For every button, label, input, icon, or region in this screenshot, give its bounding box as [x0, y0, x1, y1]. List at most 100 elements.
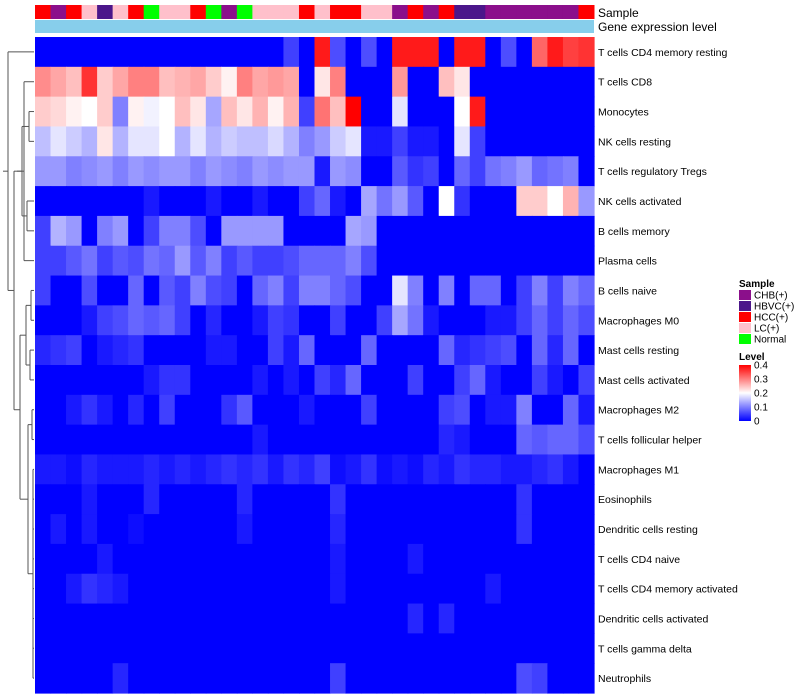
- heatmap-cell: [361, 96, 378, 128]
- heatmap-cell: [205, 573, 222, 605]
- sample-track-cell-9: [174, 5, 191, 19]
- heatmap-cell: [128, 335, 145, 366]
- heatmap-cell: [112, 96, 129, 128]
- row-label-21: Neutrophils: [598, 673, 651, 685]
- heatmap-cell: [35, 454, 52, 485]
- heatmap-cell: [407, 365, 424, 396]
- heatmap-cell: [97, 66, 114, 98]
- heatmap-cell: [578, 514, 595, 545]
- heatmap-cell: [314, 305, 331, 336]
- heatmap-cell: [66, 663, 83, 694]
- legend-label-1: HBVC(+): [754, 302, 794, 313]
- heatmap-cell: [314, 663, 331, 694]
- heatmap-cell: [35, 245, 52, 277]
- heatmap-cell: [35, 424, 52, 456]
- heatmap-cell: [236, 305, 253, 336]
- heatmap-cell: [283, 126, 300, 157]
- heatmap-cell: [485, 514, 502, 545]
- heatmap-cell: [485, 633, 502, 664]
- heatmap-cell: [407, 543, 424, 575]
- heatmap-cell: [143, 514, 160, 545]
- heatmap-cell: [267, 215, 285, 247]
- heatmap-cell: [392, 543, 409, 575]
- heatmap-cell: [361, 37, 378, 68]
- heatmap-cell: [376, 394, 393, 426]
- heatmap-cell: [376, 573, 393, 605]
- heatmap-cell: [469, 66, 486, 98]
- heatmap-cell: [66, 454, 83, 485]
- heatmap-cell: [454, 603, 471, 634]
- heatmap-cell: [50, 156, 67, 187]
- heatmap-cell: [35, 126, 52, 157]
- heatmap-cell: [330, 215, 347, 247]
- heatmap-cell: [159, 275, 176, 306]
- heatmap-cell: [469, 603, 486, 634]
- heatmap-cell: [423, 424, 440, 456]
- heatmap-cells: [35, 37, 595, 694]
- heatmap-cell: [330, 454, 347, 485]
- heatmap-cell: [578, 633, 595, 664]
- heatmap-cell: [252, 394, 269, 426]
- heatmap-cell: [578, 66, 595, 98]
- sample-track-cell-25: [423, 5, 440, 19]
- heatmap-cell: [516, 335, 533, 366]
- heatmap-cell: [159, 633, 176, 664]
- heatmap-cell: [267, 275, 285, 306]
- heatmap-cell: [531, 37, 549, 68]
- heatmap-cell: [562, 245, 580, 277]
- heatmap-cell: [361, 305, 378, 336]
- heatmap-cell: [35, 37, 52, 68]
- heatmap-cell: [314, 156, 331, 187]
- heatmap-cell: [174, 603, 191, 634]
- heatmap-cell: [112, 484, 129, 515]
- heatmap-cell: [392, 454, 409, 485]
- heatmap-cell: [485, 543, 502, 575]
- heatmap-cell: [454, 275, 471, 306]
- heatmap-cell: [283, 633, 300, 664]
- heatmap-cell: [283, 66, 300, 98]
- heatmap-cell: [35, 514, 52, 545]
- heatmap-cell: [485, 424, 502, 456]
- heatmap-cell: [298, 96, 316, 128]
- heatmap-cell: [562, 126, 580, 157]
- heatmap-cell: [531, 573, 549, 605]
- heatmap-cell: [407, 186, 424, 217]
- heatmap-cell: [298, 66, 316, 98]
- heatmap-cell: [143, 365, 160, 396]
- heatmap-cell: [345, 543, 362, 575]
- sample-track-cell-2: [66, 5, 83, 19]
- heatmap-cell: [128, 186, 145, 217]
- heatmap-cell: [392, 633, 409, 664]
- heatmap-cell: [159, 215, 176, 247]
- heatmap-cell: [159, 365, 176, 396]
- heatmap-cell: [159, 37, 176, 68]
- legend-swatch-3: [739, 323, 751, 333]
- heatmap-cell: [143, 454, 160, 485]
- heatmap-cell: [376, 484, 393, 515]
- heatmap-cell: [66, 543, 83, 575]
- heatmap-cell: [345, 126, 362, 157]
- heatmap-cell: [81, 66, 98, 98]
- heatmap-cell: [283, 186, 300, 217]
- heatmap-cell: [578, 245, 595, 277]
- heatmap-cell: [314, 126, 331, 157]
- heatmap-cell: [205, 603, 222, 634]
- heatmap-cell: [252, 365, 269, 396]
- heatmap-cell: [361, 573, 378, 605]
- level-tick-0: 0.4: [754, 361, 768, 372]
- sample-track-cell-0: [35, 5, 52, 19]
- heatmap-cell: [485, 454, 502, 485]
- heatmap-cell: [205, 454, 222, 485]
- heatmap-cell: [485, 126, 502, 157]
- heatmap-cell: [112, 514, 129, 545]
- heatmap-cell: [314, 335, 331, 366]
- sample-track-cell-33: [547, 5, 564, 19]
- heatmap-cell: [35, 156, 52, 187]
- heatmap-cell: [283, 245, 300, 277]
- row-label-11: Mast cells activated: [598, 375, 690, 387]
- heatmap-cell: [330, 365, 347, 396]
- heatmap-cell: [578, 424, 595, 456]
- heatmap-cell: [516, 394, 533, 426]
- heatmap-cell: [252, 186, 269, 217]
- heatmap-cell: [330, 603, 347, 634]
